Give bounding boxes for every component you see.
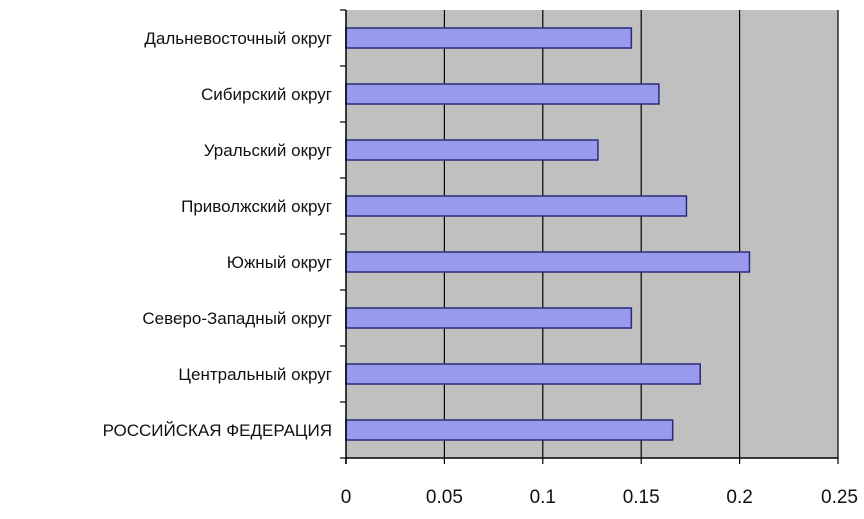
category-label: РОССИЙСКАЯ ФЕДЕРАЦИЯ — [103, 421, 332, 440]
category-label: Южный округ — [227, 253, 332, 272]
x-tick-label: 0.1 — [530, 487, 556, 508]
x-tick-label: 0.2 — [726, 487, 752, 508]
bar — [345, 195, 688, 217]
x-tick-labels: 0 0.05 0.1 0.15 0.2 0.25 — [341, 487, 858, 508]
bar — [345, 251, 751, 273]
bar — [345, 83, 660, 105]
category-label: Уральский округ — [204, 141, 332, 160]
plot-area — [346, 10, 838, 458]
bar — [345, 307, 633, 329]
x-tick-label: 0.05 — [426, 487, 463, 508]
x-tick-label: 0 — [341, 487, 352, 508]
category-label: Центральный округ — [178, 365, 332, 384]
bar — [345, 419, 674, 441]
category-label: Дальневосточный округ — [144, 29, 332, 48]
x-tick-label: 0.15 — [623, 487, 660, 508]
category-label: Северо-Западный округ — [142, 309, 332, 328]
bar — [345, 27, 633, 49]
category-labels: Дальневосточный округ Сибирский округ Урал… — [103, 29, 332, 440]
category-label: Приволжский округ — [181, 197, 332, 216]
category-label: Сибирский округ — [201, 85, 332, 104]
bar — [345, 363, 701, 385]
axes — [340, 9, 839, 464]
bar — [345, 139, 599, 161]
bars — [345, 27, 751, 441]
x-tick-label: 0.25 — [821, 487, 858, 508]
